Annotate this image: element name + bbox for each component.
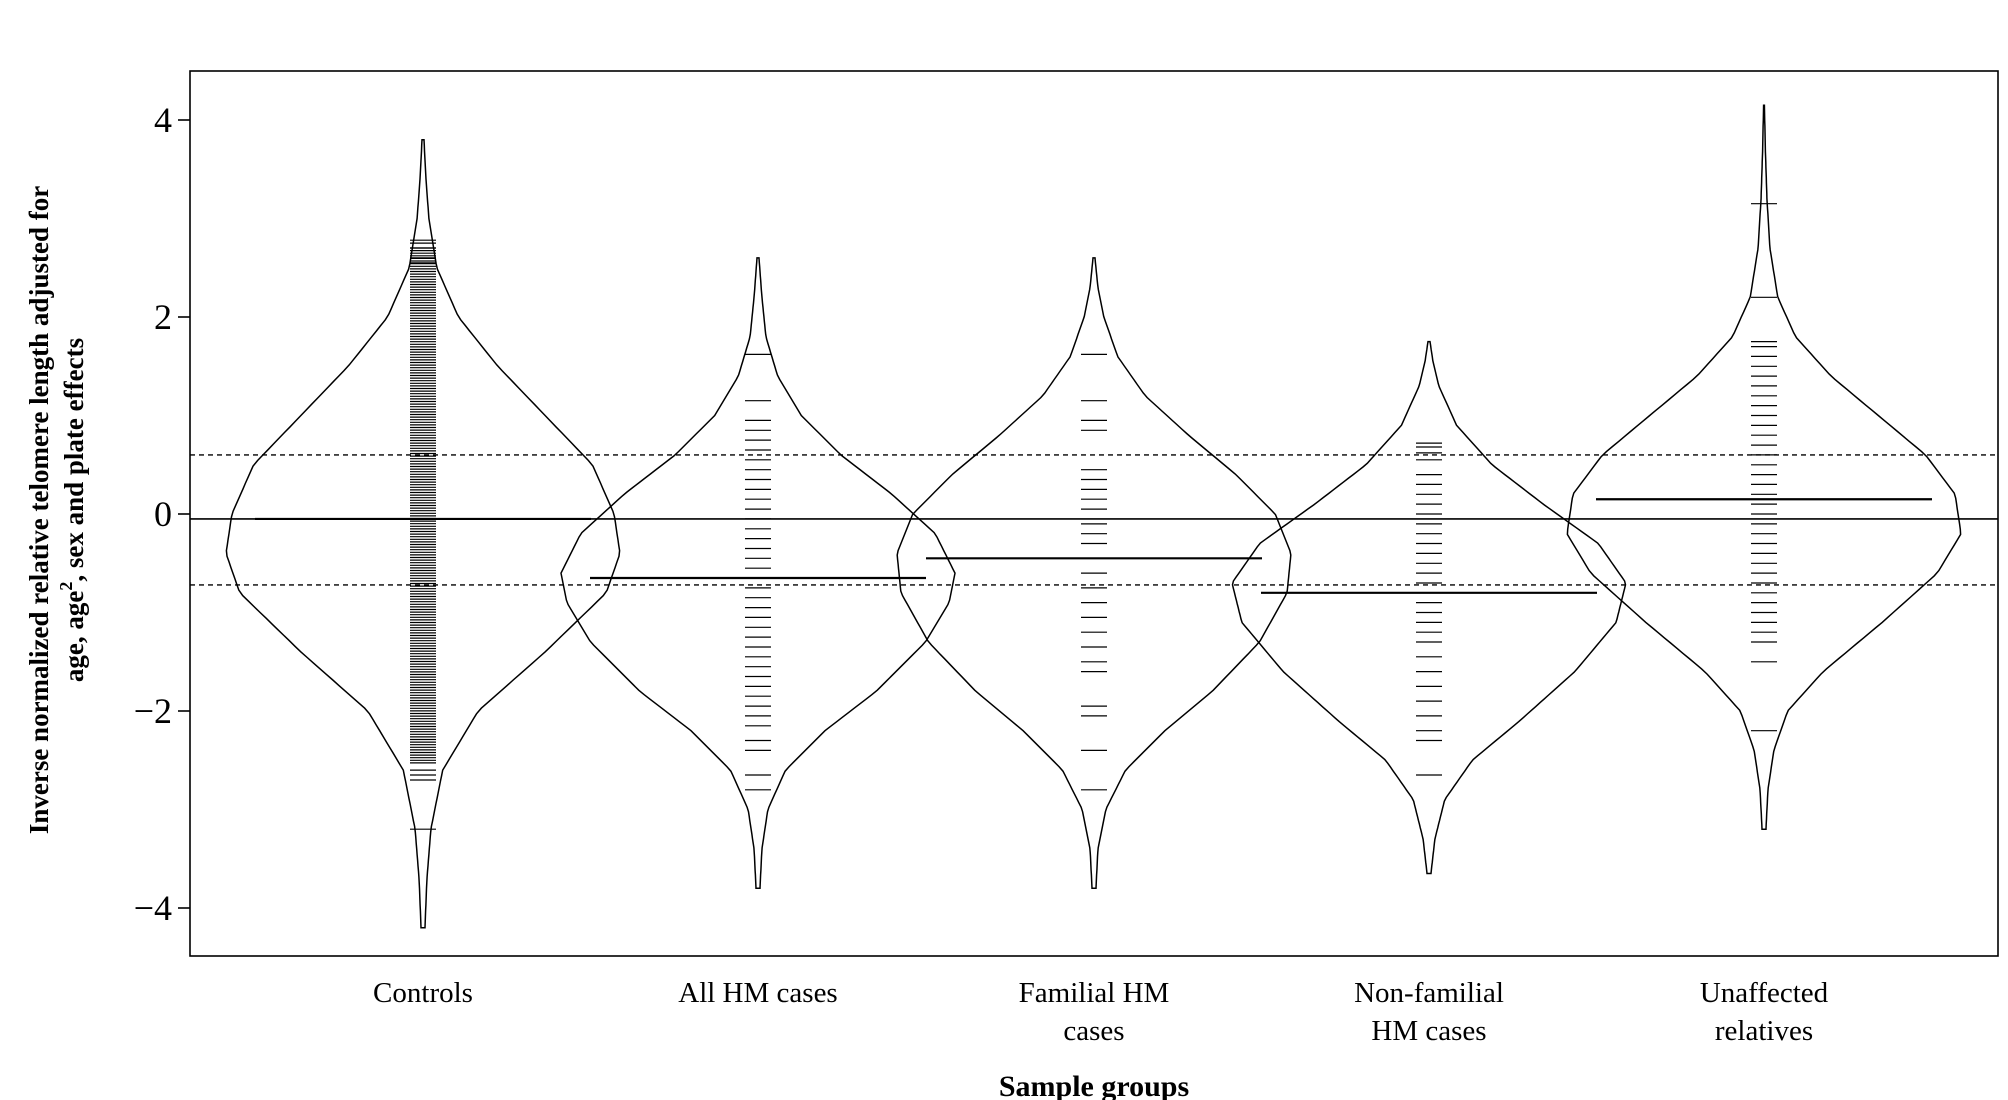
y-tick-label: −4	[134, 888, 172, 928]
y-tick-label: −2	[134, 691, 172, 731]
bean-density-outline	[560, 257, 956, 890]
bean-group	[225, 138, 621, 929]
x-category-labels: Controls All HM cases Familial HM cases Non-…	[373, 977, 1829, 1047]
y-tick-label: 0	[154, 494, 172, 534]
y-axis-title-line-1: Inverse normalized relative telomere len…	[24, 186, 54, 834]
x-category-label: cases	[1063, 1015, 1124, 1047]
y-axis-title-line-2: age, age2, sex and plate effects	[56, 338, 89, 682]
plot-frame	[189, 70, 1999, 957]
bean-group	[896, 257, 1292, 890]
bean-group	[1566, 104, 1962, 830]
y-axis-title: Inverse normalized relative telomere len…	[24, 186, 89, 834]
y-tick-label: 2	[154, 297, 172, 337]
bean-group	[560, 257, 956, 890]
x-category-label: relatives	[1715, 1015, 1813, 1047]
x-axis-title: Sample groups	[999, 1070, 1189, 1100]
bean-density-outline	[896, 257, 1292, 890]
y-axis: 4 2 0 −2 −4	[134, 100, 190, 928]
bean-density-outline	[1566, 104, 1962, 830]
bean-density-outline	[1231, 340, 1627, 875]
y-axis-title-line-2-end: , sex and plate effects	[59, 338, 89, 582]
x-category-label: Unaffected	[1700, 977, 1829, 1009]
x-category-label: Controls	[373, 977, 473, 1009]
bean-group	[1231, 340, 1627, 875]
bean-density-outline	[225, 138, 621, 929]
y-axis-title-line-2-start: age, age	[59, 591, 89, 682]
x-category-label: HM cases	[1371, 1015, 1486, 1047]
beans	[225, 104, 1962, 929]
x-category-label: Non-familial	[1354, 977, 1504, 1009]
y-axis-title-superscript: 2	[56, 582, 76, 591]
x-category-label: All HM cases	[678, 977, 837, 1009]
y-tick-label: 4	[154, 100, 172, 140]
x-category-label: Familial HM	[1019, 977, 1170, 1009]
